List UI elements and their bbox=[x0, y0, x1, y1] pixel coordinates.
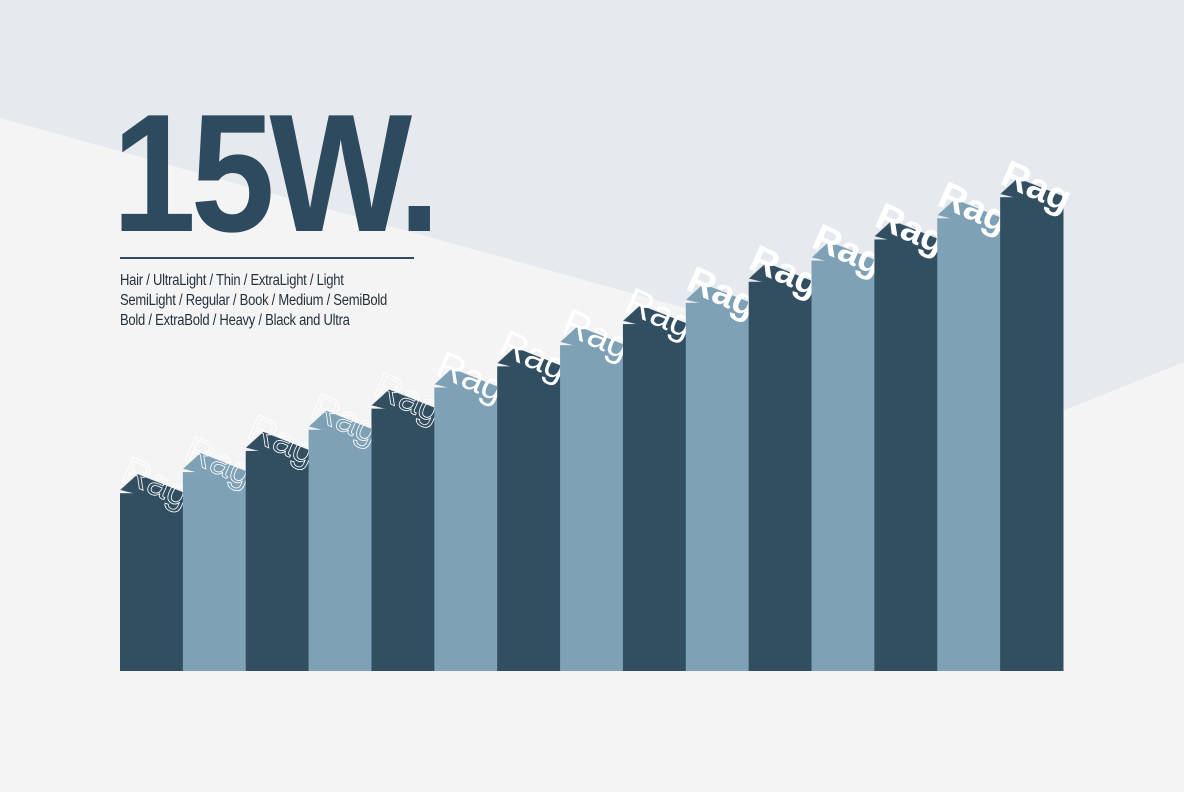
bar-light bbox=[370, 389, 435, 671]
bar-ultra bbox=[999, 177, 1064, 671]
bar-medium bbox=[622, 304, 687, 671]
bar-thin bbox=[245, 431, 310, 671]
title-divider bbox=[120, 257, 414, 259]
bar-regular bbox=[496, 346, 561, 671]
bar-heavy bbox=[873, 219, 938, 671]
bar-bold bbox=[748, 262, 813, 671]
page-title: 15W. bbox=[112, 79, 440, 267]
weights-list: Hair / UltraLight / Thin / ExtraLight / … bbox=[120, 271, 438, 331]
bar-book bbox=[559, 325, 624, 671]
bar-extralight bbox=[307, 410, 372, 671]
bar-black bbox=[936, 198, 1001, 672]
weights-line-3: Bold / ExtraBold / Heavy / Black and Ult… bbox=[120, 312, 350, 329]
weights-line-1: Hair / UltraLight / Thin / ExtraLight / … bbox=[120, 272, 344, 289]
bar-semibold bbox=[685, 283, 750, 671]
weights-line-2: SemiLight / Regular / Book / Medium / Se… bbox=[120, 292, 388, 309]
bar-extrabold bbox=[810, 241, 875, 671]
bar-ultralight bbox=[182, 452, 247, 671]
bar-semilight bbox=[433, 367, 498, 671]
bar-hair bbox=[119, 473, 184, 671]
